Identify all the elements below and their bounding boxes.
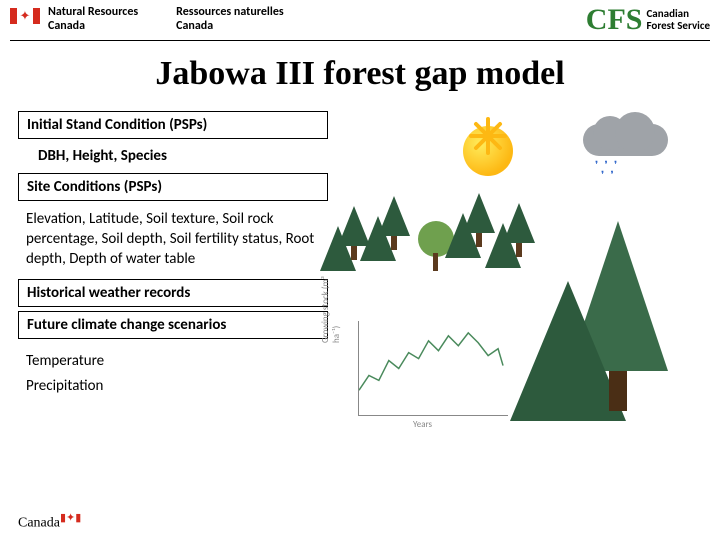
climate-vars: Temperature Precipitation [18,343,328,398]
header-rule [10,40,710,41]
site-conditions-heading: Site Conditions (PSPs) [18,173,328,201]
header-cfs: CFS Canadian Forest Service [586,6,710,33]
conifer-tree-icon [503,203,535,243]
header-en-line1: Natural Resources [48,6,138,20]
header-dept-en: Natural Resources Canada [48,6,138,34]
climate-heading: Future climate change scenarios [18,311,328,339]
initial-stand-heading: Initial Stand Condition (PSPs) [18,111,328,139]
inputs-column: Initial Stand Condition (PSPs) DBH, Heig… [18,111,328,471]
cfs-line2: Forest Service [646,20,710,32]
sun-icon [448,111,528,191]
conifer-tree-icon [378,196,410,236]
rain-cloud-icon: ❜ ❜ ❜ ❜ ❜ [583,116,668,161]
climate-var-temp: Temperature [18,349,328,373]
growing-stock-chart [358,321,508,416]
gov-header: ✦ Natural Resources Canada Ressources na… [0,0,720,38]
header-en-line2: Canada [48,20,138,34]
forest-diagram: ❜ ❜ ❜ ❜ ❜ [328,111,668,471]
canada-flag-icon: ✦ [10,8,40,24]
cfs-acronym: CFS [586,6,643,33]
chart-ylabel: Growing stock (m³ ha⁻¹) [320,273,342,343]
site-conditions-detail: Elevation, Latitude, Soil texture, Soil … [18,205,328,280]
slide-title: Jabowa III forest gap model [0,55,720,93]
chart-xlabel: Years [413,419,432,430]
header-dept-fr: Ressources naturelles Canada [176,6,284,34]
flag-icon: ▮✦▮ [60,511,81,524]
climate-var-precip: Precipitation [18,374,328,398]
header-fr-line1: Ressources naturelles [176,6,284,20]
diagram-column: ❜ ❜ ❜ ❜ ❜ [328,111,702,471]
weather-heading: Historical weather records [18,279,328,307]
initial-stand-detail: DBH, Height, Species [18,143,328,173]
content-area: Initial Stand Condition (PSPs) DBH, Heig… [0,111,720,471]
canada-wordmark: Canada▮✦▮ [18,511,83,532]
header-fr-line2: Canada [176,20,284,34]
large-conifer-icon [568,221,668,371]
